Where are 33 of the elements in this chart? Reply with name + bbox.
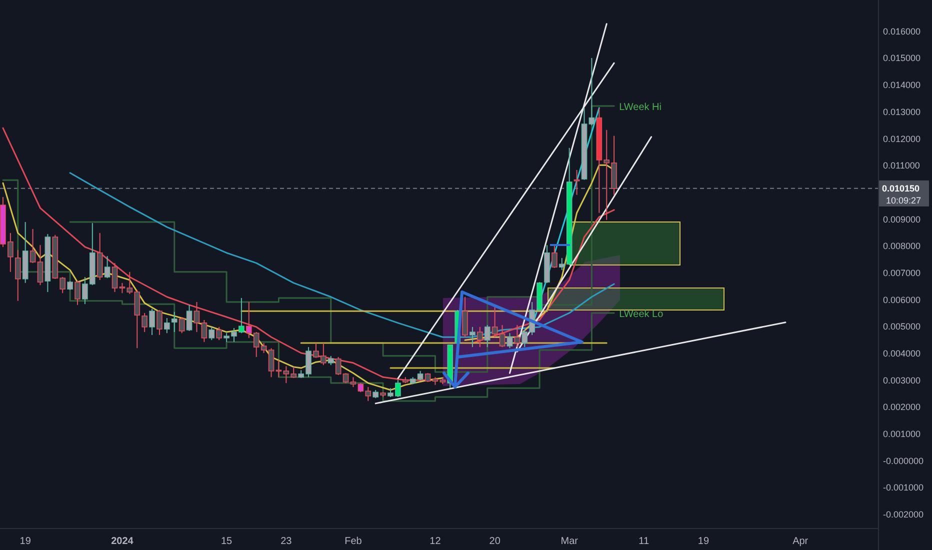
y-tick-label: 0.001000 bbox=[883, 429, 921, 440]
y-tick-label: 0.009000 bbox=[883, 214, 921, 224]
x-tick-label: 19 bbox=[20, 536, 32, 547]
text: 10:09:27 bbox=[886, 195, 922, 206]
y-tick-label: 0.013000 bbox=[883, 106, 921, 117]
ref-line-label: 0.010150 bbox=[882, 183, 920, 194]
y-tick-label: 0.005000 bbox=[883, 322, 921, 332]
y-tick-label: -0.000000 bbox=[883, 456, 924, 466]
y-tick-label: 0.002000 bbox=[883, 402, 921, 412]
x-tick-label: 20 bbox=[489, 536, 501, 547]
x-tick-label: 2024 bbox=[111, 536, 134, 547]
x-tick-label: 19 bbox=[698, 536, 710, 547]
y-tick-label: 0.011000 bbox=[883, 160, 920, 171]
x-tick-label: 15 bbox=[220, 536, 233, 547]
y-tick-label: -0.002000 bbox=[883, 510, 924, 520]
x-tick-label: Mar bbox=[560, 536, 579, 547]
y-tick-label: 0.003000 bbox=[883, 375, 921, 386]
x-tick-label: Apr bbox=[792, 536, 809, 547]
annotation: LWeek Hi bbox=[619, 102, 662, 114]
annotation: LWeek Lo bbox=[619, 308, 664, 320]
y-tick-label: 0.004000 bbox=[883, 348, 921, 359]
y-tick-label: -0.001000 bbox=[883, 482, 924, 493]
y-tick-label: 0.006000 bbox=[883, 294, 921, 305]
y-tick-label: 0.014000 bbox=[883, 80, 921, 90]
y-tick-label: 0.008000 bbox=[883, 241, 921, 252]
x-tick-label: 11 bbox=[638, 536, 650, 547]
y-tick-label: 0.012000 bbox=[883, 134, 921, 144]
y-tick-label: 0.007000 bbox=[883, 268, 921, 278]
x-tick-label: 12 bbox=[430, 536, 442, 547]
x-tick-label: 23 bbox=[280, 536, 292, 547]
y-tick-label: 0.015000 bbox=[883, 53, 921, 64]
x-tick-label: Feb bbox=[344, 536, 362, 547]
y-tick-label: 0.016000 bbox=[883, 26, 921, 36]
